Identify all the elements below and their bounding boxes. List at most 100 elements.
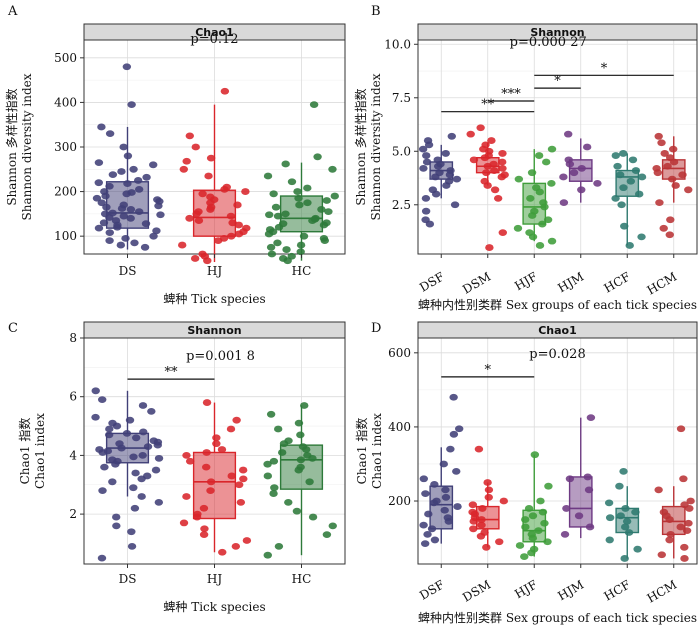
data-point [271,203,281,211]
data-point [212,434,221,442]
data-point [238,466,248,474]
data-point [105,182,114,190]
data-point [126,214,135,222]
data-point [269,190,278,198]
data-point [562,505,571,512]
data-point [665,536,674,544]
data-point [446,445,455,453]
y-axis-label-en: Chao1 index [33,413,47,489]
data-point [142,173,151,181]
x-tick-label: HC [292,264,312,278]
panel-label: C [8,321,18,336]
data-point [424,510,433,518]
data-point [449,430,459,438]
data-point [564,130,573,138]
data-point [287,178,297,186]
x-tick-label: HJF [512,269,539,293]
data-point [97,123,106,131]
strip-title: Shannon [187,324,241,337]
data-point [483,162,492,170]
data-point [179,165,189,173]
y-tick-label: 100 [54,229,77,243]
data-point [619,184,628,192]
data-point [445,171,455,179]
data-point [277,449,287,456]
data-point [116,241,126,249]
data-point [433,162,443,170]
data-point [99,219,109,227]
data-point [582,143,592,151]
data-point [667,175,677,183]
data-point [559,173,568,181]
series-HJM [560,414,596,539]
data-point [130,504,140,512]
data-point [232,416,241,424]
y-axis-label: Shannon 多样性指数 [4,88,19,205]
data-point [631,167,641,174]
data-point [206,478,216,486]
data-point [547,179,556,187]
data-point [478,505,487,512]
data-point [269,490,278,497]
data-point [97,554,107,562]
strip-header [417,321,698,339]
data-point [686,497,695,505]
significance-label: *** [501,87,521,102]
data-point [442,182,451,189]
data-point [152,227,161,235]
data-point [127,528,136,536]
y-axis-label-en: Shannon diversity index [20,73,34,220]
data-point [137,493,146,500]
data-point [202,463,211,471]
data-point [542,158,551,166]
data-point [495,538,504,546]
x-tick-label: DS [119,572,137,586]
data-point [220,185,229,193]
x-tick-label: HCF [602,269,633,295]
panel-C: C Shannon ** p=0.001 8 2 4 6 8 DS HJ HC Chao1 指数 Cha… [8,321,346,614]
data-point [226,212,236,220]
data-point [469,156,479,164]
data-point [319,221,329,229]
y-axis-label: Shannon 多样性指数 [353,88,368,205]
y-tick-label: 400 [54,95,77,109]
box [568,476,593,528]
data-point [234,221,244,229]
data-point [620,555,629,562]
data-point [469,525,478,533]
x-tick-label: HJM [555,577,586,603]
data-point [676,523,685,531]
data-point [281,210,290,218]
data-point [328,522,337,530]
data-point [543,216,553,224]
data-point [427,525,437,533]
data-point [308,217,317,224]
data-point [127,101,136,109]
data-point [530,451,540,459]
data-point [131,469,140,477]
data-point [521,516,530,523]
x-axis-label: 蜱种内性别类群 Sex groups of each tick species [418,610,697,625]
data-point [119,143,128,151]
data-point [528,212,537,219]
data-point [468,501,478,509]
data-point [655,199,664,207]
data-point [117,168,126,175]
data-point [586,414,596,422]
data-point [469,517,478,525]
data-point [94,179,103,187]
data-point [125,416,135,424]
strip-header [417,23,698,41]
data-point [547,145,557,153]
data-point [263,551,272,559]
y-axis-label-en: Chao1 index [370,413,384,489]
data-point [484,486,494,494]
data-point [605,536,614,544]
data-point [134,208,144,216]
data-point [206,154,216,162]
data-point [527,169,537,177]
data-point [190,255,200,262]
data-point [294,194,303,202]
